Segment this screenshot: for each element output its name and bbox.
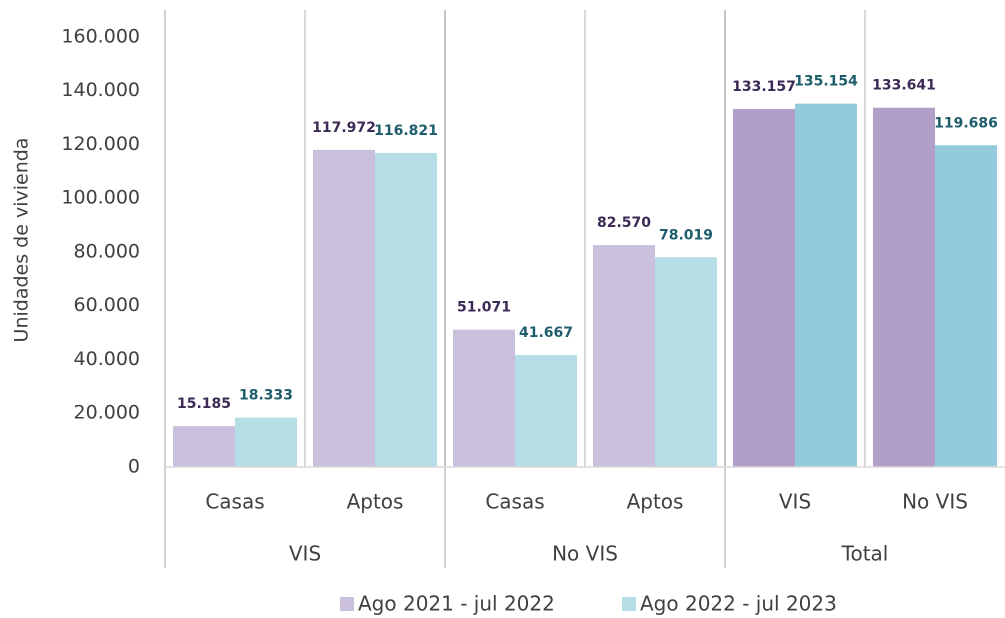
group-label: VIS <box>289 542 321 566</box>
value-label: 117.972 <box>312 120 376 136</box>
bar <box>873 107 935 467</box>
value-label: 15.185 <box>177 396 231 412</box>
y-tick-label: 80.000 <box>74 240 140 262</box>
bar <box>375 152 437 467</box>
value-label: 116.821 <box>374 123 438 139</box>
value-label: 51.071 <box>457 300 511 316</box>
bar <box>935 145 997 468</box>
x-tick-label: Aptos <box>347 490 404 514</box>
y-tick-label: 100.000 <box>61 187 140 209</box>
y-axis-label: Unidades de vivienda <box>11 138 33 343</box>
bar <box>515 354 577 467</box>
value-label: 119.686 <box>934 115 998 131</box>
y-tick-label: 60.000 <box>74 294 140 316</box>
y-tick-label: 40.000 <box>74 348 140 370</box>
value-label: 133.641 <box>872 78 936 94</box>
y-tick-label: 160.000 <box>61 25 140 47</box>
bar <box>313 149 375 467</box>
x-tick-label: Casas <box>485 490 544 514</box>
group-label: No VIS <box>552 542 618 566</box>
value-label: 133.157 <box>732 79 796 95</box>
bar <box>795 103 857 467</box>
bar <box>173 426 235 467</box>
group-label: Total <box>841 542 889 566</box>
y-tick-label: 120.000 <box>61 133 140 155</box>
legend-label: Ago 2021 - jul 2022 <box>358 592 555 616</box>
legend-label: Ago 2022 - jul 2023 <box>640 592 837 616</box>
bar <box>733 109 795 467</box>
value-label: 78.019 <box>659 227 713 243</box>
legend-swatch <box>622 597 636 611</box>
y-tick-label: 140.000 <box>61 79 140 101</box>
y-tick-label: 20.000 <box>74 402 140 424</box>
value-label: 41.667 <box>519 325 573 341</box>
x-tick-label: No VIS <box>902 490 968 514</box>
value-label: 135.154 <box>794 74 858 90</box>
value-label: 82.570 <box>597 215 651 231</box>
x-tick-label: Aptos <box>627 490 684 514</box>
bar <box>235 417 297 467</box>
bar <box>453 329 515 467</box>
x-tick-label: Casas <box>205 490 264 514</box>
legend-swatch <box>340 597 354 611</box>
x-tick-label: VIS <box>779 490 811 514</box>
bar <box>655 257 717 467</box>
bar <box>593 245 655 467</box>
value-label: 18.333 <box>239 388 293 404</box>
y-tick-label: 0 <box>128 456 140 478</box>
